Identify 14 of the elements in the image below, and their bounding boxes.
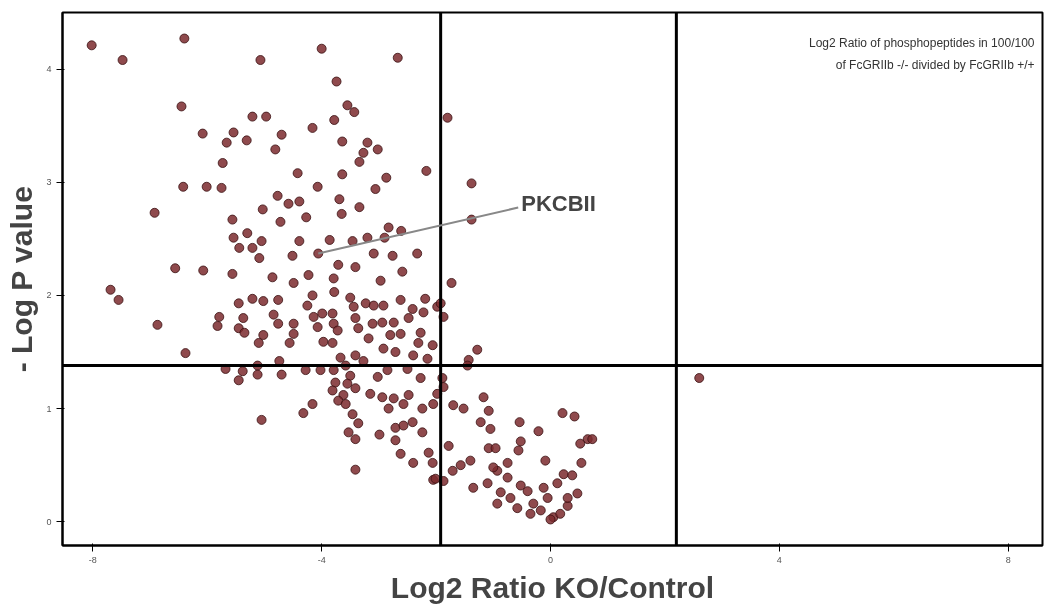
y-tick-label: 4 (46, 64, 52, 75)
x-tick-label: -8 (88, 554, 97, 565)
annotation: Log2 Ratio of phosphopeptides in 100/100 of FcGRIIb -/- divided by FcGRIIb +/+ (808, 36, 1035, 73)
y-tick-label: 2 (46, 290, 52, 301)
x-axis-title: Log2 Ratio KO/Control (390, 570, 715, 604)
x-tick-label: 4 (776, 554, 782, 565)
y-tick-label: 0 (46, 516, 52, 527)
annotation: PKCBII (521, 191, 596, 217)
x-tick-label: -4 (317, 554, 326, 565)
y-axis-title: - Log P value (5, 186, 39, 373)
x-tick-label: 8 (1005, 554, 1011, 565)
y-tick-label: 3 (46, 177, 52, 188)
y-tick-label: 1 (46, 403, 52, 414)
x-tick-label: 0 (547, 554, 554, 565)
